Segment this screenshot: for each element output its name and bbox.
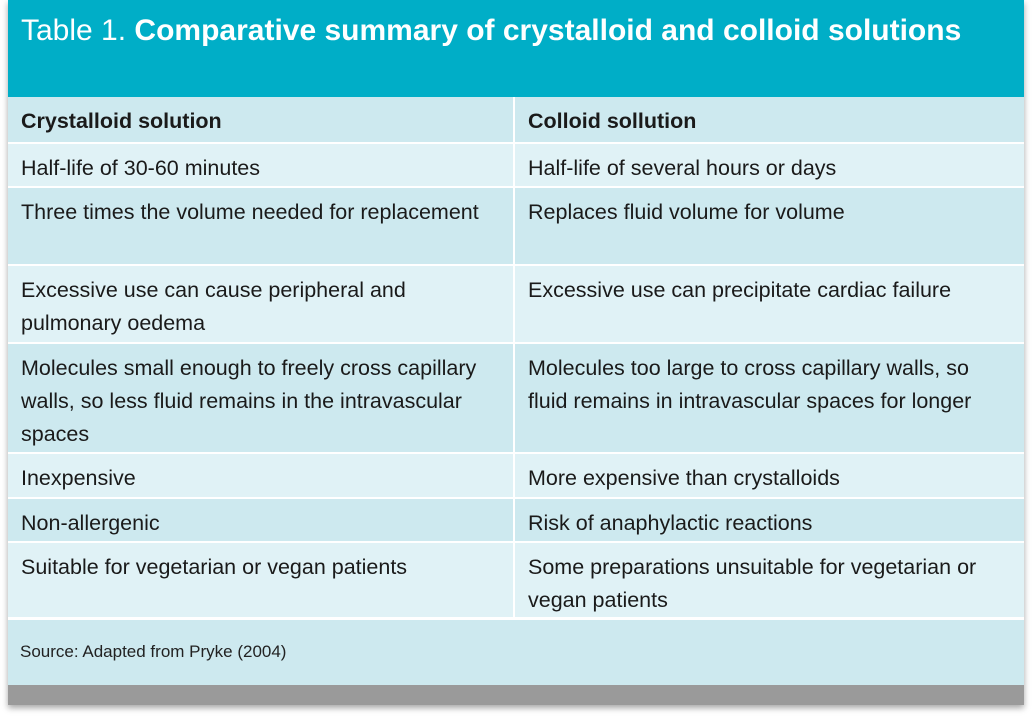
table-caption: Comparative summary of crystalloid and c…: [134, 14, 962, 47]
source-note: Source: Adapted from Pryke (2004): [8, 617, 1024, 685]
table-cell: Excessive use can precipitate cardiac fa…: [528, 278, 952, 302]
table-cell: Risk of anaphylactic reactions: [528, 511, 813, 535]
table-cell: Inexpensive: [8, 454, 515, 497]
table-cell: Replaces fluid volume for volume: [528, 200, 845, 224]
table-row: Suitable for vegetarian or vegan patient…: [8, 541, 1024, 617]
table-number: Table 1.: [21, 14, 127, 47]
table-cell: More expensive than crystalloids: [528, 466, 840, 490]
table-cell: Molecules too large to cross capillary w…: [528, 356, 972, 413]
table-row: Inexpensive More expensive than crystall…: [8, 452, 1024, 497]
table-cell: Non-allergenic: [8, 499, 515, 541]
table-cell: Half-life of 30-60 minutes: [8, 144, 515, 186]
table-cell: Excessive use can cause peripheral and p…: [8, 266, 515, 342]
table-card: Table 1. Comparative summary of crystall…: [8, 0, 1024, 705]
table-cell: Three times the volume needed for replac…: [8, 188, 515, 264]
table-cell: Half-life of several hours or days: [528, 156, 837, 180]
column-header: Crystalloid solution: [8, 97, 515, 142]
table-row: Molecules small enough to freely cross c…: [8, 342, 1024, 452]
table-row: Three times the volume needed for replac…: [8, 186, 1024, 264]
table-row: Excessive use can cause peripheral and p…: [8, 264, 1024, 342]
table-header-row: Crystalloid solution Colloid sollution: [8, 97, 1024, 142]
column-header: Colloid sollution: [528, 109, 697, 133]
bottom-bar: [8, 685, 1024, 705]
table-title: Table 1. Comparative summary of crystall…: [8, 0, 1024, 97]
table-cell: Suitable for vegetarian or vegan patient…: [8, 543, 515, 617]
table-row: Half-life of 30-60 minutes Half-life of …: [8, 142, 1024, 186]
table-cell: Some preparations unsuitable for vegetar…: [528, 555, 977, 612]
table-row: Non-allergenic Risk of anaphylactic reac…: [8, 497, 1024, 541]
table-cell: Molecules small enough to freely cross c…: [8, 344, 515, 452]
